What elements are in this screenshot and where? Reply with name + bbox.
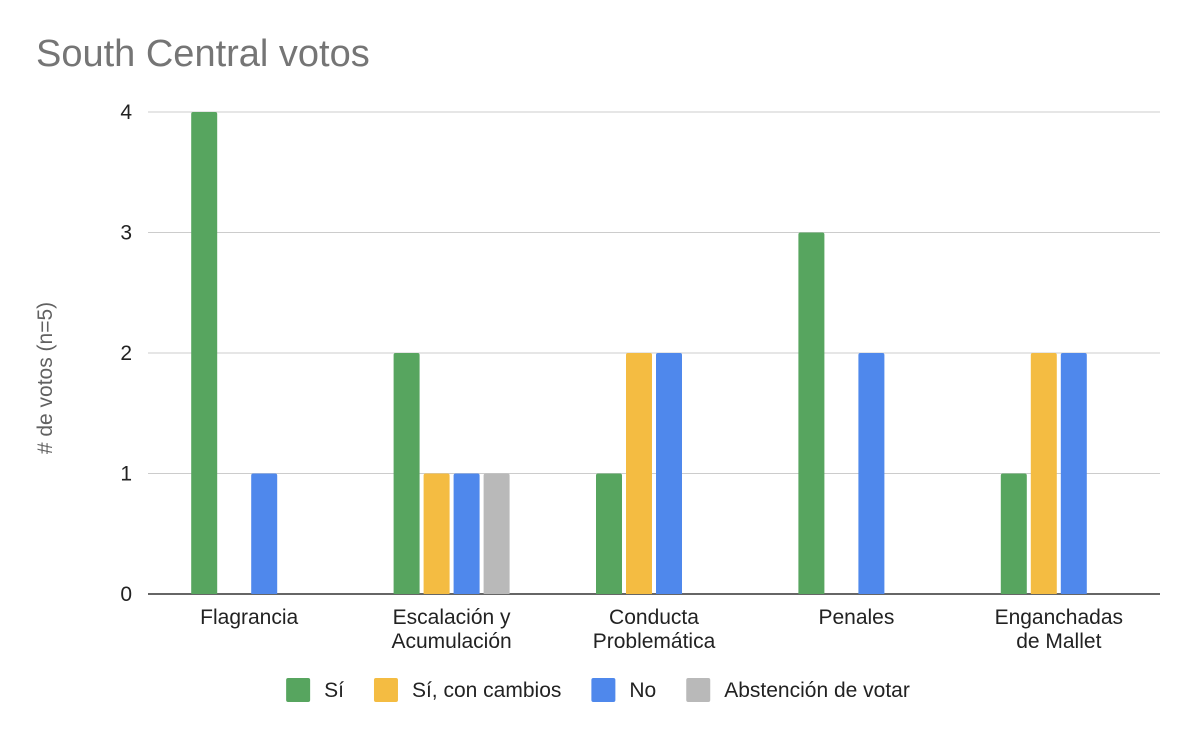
y-axis-ticks: 0 1 2 3 4 (120, 101, 132, 606)
legend-label: No (629, 679, 656, 702)
bar (858, 353, 885, 594)
y-tick-label: 3 (120, 222, 132, 245)
legend-label: Sí, con cambios (412, 679, 561, 702)
bar (1060, 353, 1087, 594)
bar (656, 353, 682, 594)
gridlines (148, 111, 1160, 595)
bar (626, 353, 652, 594)
bars (191, 112, 1087, 594)
x-tick-label: Enganchadas (995, 606, 1123, 629)
legend-label: Abstención de votar (724, 679, 910, 702)
y-tick-label: 0 (120, 583, 132, 606)
y-tick-label: 4 (120, 101, 132, 124)
chart-title: South Central votos (36, 33, 370, 75)
bar (453, 473, 480, 594)
x-tick-label: de Mallet (1016, 630, 1101, 653)
bar (191, 112, 218, 594)
x-tick-label: Flagrancia (200, 606, 298, 629)
legend-swatch (286, 678, 311, 702)
legend-swatch (686, 678, 711, 702)
y-tick-label: 1 (120, 463, 132, 486)
bar (393, 353, 420, 594)
x-tick-label: Conducta (609, 606, 699, 629)
y-axis-label: # de votos (n=5) (34, 302, 57, 454)
legend: Sí Sí, con cambios No Abstención de votar (286, 678, 910, 702)
legend-swatch (591, 678, 616, 702)
x-tick-label: Acumulación (391, 630, 511, 653)
bar (423, 473, 450, 594)
x-tick-label: Penales (818, 606, 894, 629)
bar (798, 232, 825, 594)
legend-label: Sí (324, 679, 344, 702)
bar (1000, 473, 1027, 594)
bar (251, 473, 278, 594)
bar (483, 473, 510, 594)
bar (596, 473, 622, 594)
bar (1030, 353, 1057, 594)
y-tick-label: 2 (120, 342, 132, 365)
legend-swatch (373, 678, 398, 702)
x-tick-label: Problemática (593, 630, 716, 653)
x-tick-label: Escalación y (393, 606, 511, 629)
